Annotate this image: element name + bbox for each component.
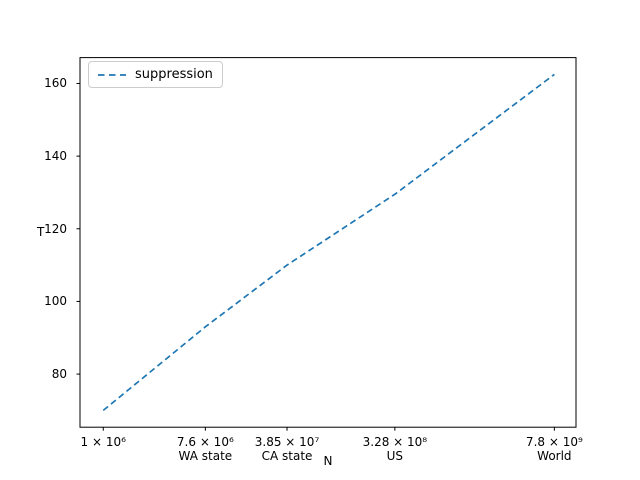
legend-dashed-line-icon: [98, 73, 126, 76]
axes-frame: [79, 57, 577, 428]
x-tick-value: 3.85 × 10⁷: [254, 435, 320, 449]
x-axis-label: N: [323, 454, 333, 468]
x-tick-value: 7.8 × 10⁹: [525, 435, 583, 449]
x-tick-group: 3.28 × 10⁸ US: [363, 435, 427, 463]
x-tick-value: 1 × 10⁶: [80, 435, 126, 449]
x-tick-group: 3.85 × 10⁷ CA state: [255, 435, 319, 463]
x-tick-value: 7.6 × 10⁶: [176, 435, 234, 449]
y-tick-label: 140: [44, 149, 67, 164]
x-tick-region-name: CA state: [261, 449, 313, 463]
x-tick-region-name: US: [386, 449, 404, 463]
y-tick-label: 80: [51, 367, 67, 382]
legend-label: suppression: [135, 67, 213, 82]
y-tick-label: 160: [44, 76, 67, 91]
y-axis-label: T: [37, 225, 45, 239]
x-tick-group: 1 × 10⁶: [81, 435, 126, 449]
y-tick-label: 120: [44, 221, 67, 236]
x-tick-value: 3.28 × 10⁸: [362, 435, 428, 449]
legend: suppression: [88, 61, 223, 88]
y-tick-label: 100: [44, 294, 67, 309]
x-tick-region-name: World: [537, 449, 572, 463]
suppression-line: [102, 73, 555, 412]
x-tick-region-name: WA state: [178, 449, 233, 463]
axis-tick-marks: [76, 82, 555, 431]
x-tick-group: 7.8 × 10⁹ World: [526, 435, 583, 463]
x-tick-group: 7.6 × 10⁶ WA state: [177, 435, 234, 463]
